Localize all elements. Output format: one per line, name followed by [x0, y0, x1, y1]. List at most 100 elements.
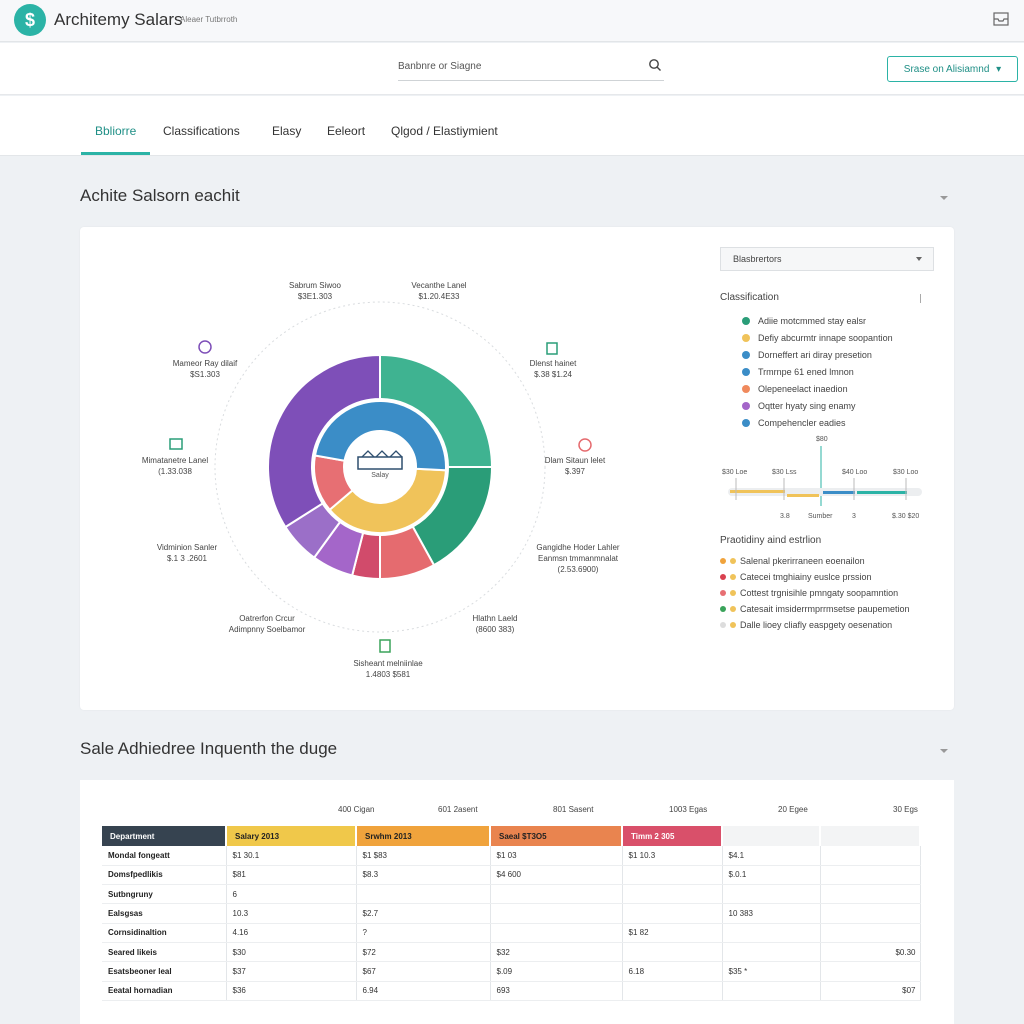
- table-cell: $1 $83: [356, 846, 491, 866]
- chart-label-title: Hlathn Laeld: [472, 614, 518, 623]
- scale-segment: [730, 490, 785, 493]
- tab-classifications[interactable]: Classifications: [163, 124, 240, 138]
- scale-tick: 3: [852, 513, 856, 520]
- table-cell: $36: [226, 981, 357, 1001]
- column-top-label: 30 Egs: [893, 805, 918, 814]
- search-action-button[interactable]: Srase on Alisiamnd ▾: [887, 56, 1018, 82]
- inbox-icon[interactable]: [992, 10, 1010, 28]
- active-tab-indicator: [81, 152, 150, 155]
- chevron-down-icon[interactable]: [938, 745, 950, 757]
- chart-label-value: (1.33.038: [158, 467, 192, 476]
- table-cell: [820, 846, 921, 866]
- scale-segment: [787, 494, 819, 497]
- column-header[interactable]: Salary 2013: [226, 826, 357, 846]
- search-bar: Srase on Alisiamnd ▾: [0, 43, 1024, 95]
- column-header[interactable]: Saeal $T3O5: [490, 826, 623, 846]
- column-top-label: 1003 Egas: [669, 805, 708, 814]
- table-row: Esatsbeoner leal $37 $67 $.09 6.18 $35 *: [102, 961, 921, 982]
- proportion-item: Catecei tmghiainy euslce prssion: [720, 571, 872, 583]
- column-header[interactable]: Department: [102, 826, 227, 846]
- classification-item-label: Defiy abcurmtr innape soopantion: [758, 333, 893, 343]
- search-input[interactable]: [398, 53, 638, 79]
- table-cell: [820, 923, 921, 943]
- proportion-title: Praotidiny aind estrlion: [720, 535, 822, 546]
- column-header[interactable]: [722, 826, 821, 846]
- chart-label-title: Sisheant melniinlae: [353, 659, 423, 668]
- legend-dot: [742, 368, 750, 376]
- donut-slice[interactable]: [267, 353, 381, 529]
- table-cell: 10.3: [226, 903, 357, 924]
- column-header[interactable]: [820, 826, 921, 846]
- dollar-icon[interactable]: $: [14, 4, 46, 36]
- table-row: Eeatal hornadian $36 6.94 693 $07: [102, 981, 921, 1001]
- chevron-down-icon: ▾: [996, 63, 1002, 75]
- table-cell: $72: [356, 942, 491, 963]
- table-cell: $1 10.3: [622, 846, 723, 866]
- chevron-down-icon: [916, 257, 922, 261]
- panel-select-value: Blasbrertors: [733, 254, 782, 264]
- classification-item-label: Adiie motcmmed stay ealsr: [758, 316, 867, 326]
- table-cell: 6.94: [356, 981, 491, 1001]
- outer-dotted-ring: [214, 301, 546, 633]
- panel-divider: [920, 294, 921, 303]
- search-field[interactable]: [398, 53, 664, 81]
- legend-dot: [730, 558, 736, 564]
- row-label: Eeatal hornadian: [102, 981, 227, 1001]
- table-row: Domsfpedlikis $81 $8.3 $4 600 $.0.1: [102, 865, 921, 886]
- chevron-down-icon[interactable]: [938, 192, 950, 204]
- legend-dot: [742, 351, 750, 359]
- row-label: Ealsgsas: [102, 903, 227, 924]
- table-cell: $0.30: [820, 942, 921, 963]
- donut-slice[interactable]: [313, 400, 447, 472]
- classification-item-label: Olepeneelact inaedion: [758, 384, 848, 394]
- proportion-item: Catesait imsiderrmprrmsetse paupemetion: [720, 603, 910, 615]
- legend-dot: [730, 606, 736, 612]
- search-icon[interactable]: [648, 58, 662, 72]
- calendar-icon: [546, 342, 558, 355]
- legend-dot: [720, 574, 726, 580]
- scale-tick: Sumber: [808, 513, 833, 520]
- scale-tick: $30 Loe: [722, 469, 748, 476]
- scale-tick: $30 Loo: [893, 469, 919, 476]
- chart-label-value: $3E1.303: [297, 292, 333, 301]
- panel-select[interactable]: Blasbrertors: [720, 247, 934, 271]
- table-cell: [622, 942, 723, 963]
- table-cell: $.0.1: [722, 865, 821, 886]
- scale-segment: [823, 491, 855, 494]
- table-cell: [622, 903, 723, 924]
- legend-dot: [730, 622, 736, 628]
- table-cell: [722, 981, 821, 1001]
- column-header[interactable]: Timm 2 305: [622, 826, 723, 846]
- table-cell: [356, 884, 491, 905]
- classification-item: Oqtter hyaty sing enamy: [742, 400, 856, 412]
- chart-label-title: Sabrum Siwoo: [288, 281, 342, 290]
- donut-center: [345, 432, 415, 502]
- chart-label: Sabrum Siwoo $3E1.303: [260, 280, 370, 302]
- table-row: Mondal fongeatt $1 30.1 $1 $83 $1 03 $1 10.3…: [102, 846, 921, 866]
- table-cell: $4 600: [490, 865, 623, 886]
- legend-dot: [730, 574, 736, 580]
- donut-slice[interactable]: [328, 467, 447, 534]
- column-header[interactable]: Srwhm 2013: [356, 826, 491, 846]
- classification-item: Defiy abcurmtr innape soopantion: [742, 332, 893, 344]
- chart-label-title: Mameor Ray dilaif: [172, 359, 238, 368]
- legend-dot: [720, 590, 726, 596]
- table-cell: $81: [226, 865, 357, 886]
- chart-label-title: Gangidhe Hoder Lahler: [536, 543, 620, 552]
- tab-elasy[interactable]: Elasy: [272, 124, 302, 138]
- classification-item-label: Compehencler eadies: [758, 418, 846, 428]
- table-row: Cornsidinaltion 4.16? $1 82: [102, 923, 921, 943]
- table-cell: [722, 923, 821, 943]
- table-cell: $1 30.1: [226, 846, 357, 866]
- salary-table: Department Salary 2013 Srwhm 2013 Saeal …: [102, 826, 921, 1001]
- tab-employment[interactable]: Qlgod / Elastiymient: [391, 124, 498, 138]
- classification-item: Trmrnpe 61 ened lmnon: [742, 366, 854, 378]
- tab-bar: Bbliorre Classifications Elasy Eeleort Q…: [0, 96, 1024, 156]
- legend-dot: [742, 334, 750, 342]
- table-cell: [490, 884, 623, 905]
- chart-label: Dlenst hainet $.38 $1.24: [498, 358, 608, 380]
- chart-section-title: Achite Salsorn eachit: [80, 186, 240, 205]
- person-icon: [198, 340, 212, 354]
- tab-overview[interactable]: Bbliorre: [95, 124, 137, 138]
- tab-eeleort[interactable]: Eeleort: [327, 124, 366, 138]
